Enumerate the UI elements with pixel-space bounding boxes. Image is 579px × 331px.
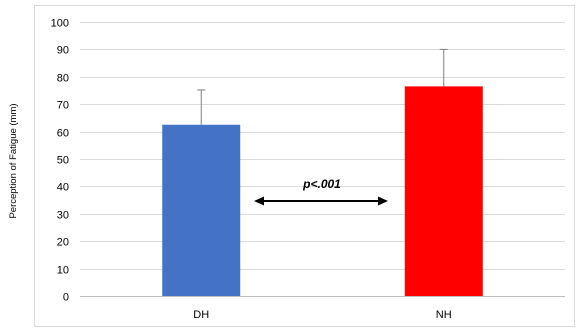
y-tick-label: 10: [57, 265, 69, 277]
y-tick-label: 40: [57, 182, 69, 194]
y-tick-label: 20: [57, 237, 69, 249]
bar-nh: [404, 86, 483, 296]
y-axis-label: Perception of Fatigue (mm): [8, 103, 19, 218]
arrow-head-left: [254, 196, 264, 206]
y-tick-label: 30: [57, 210, 69, 222]
y-tick-labels: 0 10 20 30 40 50 60 70 80 90 100: [51, 18, 69, 304]
y-tick-label: 90: [57, 45, 69, 57]
category-label-dh: DH: [193, 309, 209, 321]
arrow-head-right: [378, 196, 388, 206]
y-tick-label: 80: [57, 73, 69, 85]
gridlines: [80, 22, 565, 297]
chart-frame: [34, 5, 575, 327]
y-tick-label: 0: [63, 292, 69, 304]
bars: [162, 48, 483, 296]
bar-dh: [162, 124, 241, 296]
y-tick-label: 100: [51, 18, 69, 30]
y-tick-label: 50: [57, 155, 69, 167]
category-label-nh: NH: [436, 309, 452, 321]
y-tick-label: 70: [57, 100, 69, 112]
y-tick-label: 60: [57, 128, 69, 140]
significance-annotation: p<.001: [254, 177, 388, 206]
category-labels: DH NH: [193, 309, 451, 321]
p-value-label: p<.001: [302, 177, 341, 191]
